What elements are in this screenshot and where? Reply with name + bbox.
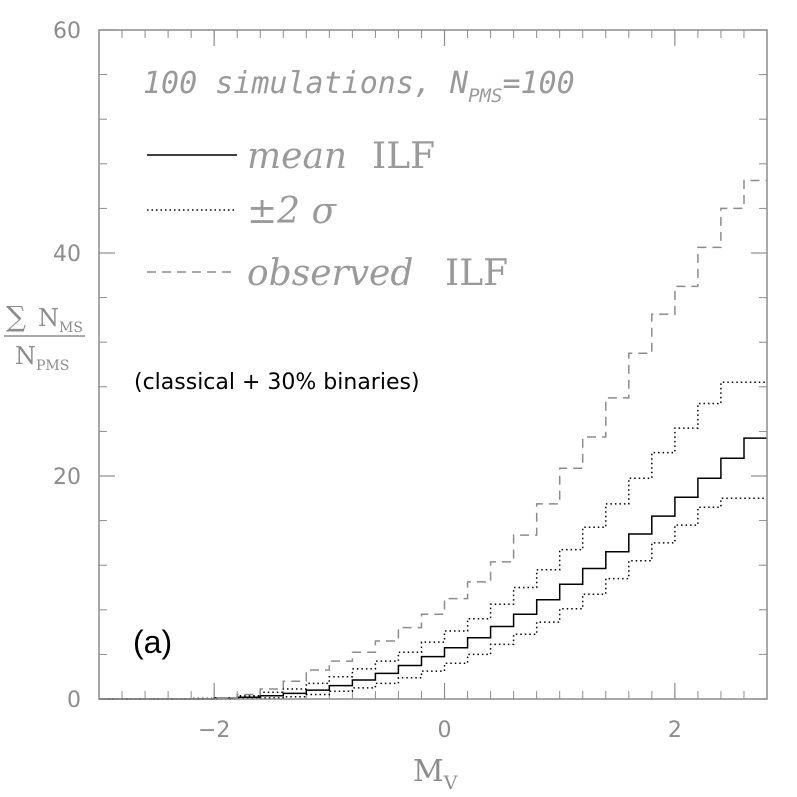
series-2-sigma <box>99 497 767 700</box>
y-label-sum: ∑ <box>6 300 26 333</box>
title-subscript: PMS <box>468 85 502 107</box>
x-tick-label: 0 <box>438 718 452 743</box>
title-n: N <box>449 66 469 101</box>
x-label-main: M <box>413 754 444 789</box>
y-label-num-sub: MS <box>59 320 83 336</box>
legend-label-observed: observed <box>247 253 413 294</box>
axis-ticks <box>98 29 768 700</box>
y-label-denominator: NPMS <box>15 342 69 374</box>
y-axis-label: ∑ NMS NPMS <box>4 300 85 374</box>
x-axis-label: MV <box>413 754 458 794</box>
panel-label: (a) <box>133 624 172 660</box>
title-prefix: 100 simulations, <box>143 66 450 101</box>
legend-label-sigma: ±2 σ <box>247 191 338 232</box>
y-tick-label: 40 <box>53 242 81 267</box>
series-layer <box>99 179 767 700</box>
y-label-den-n: N <box>15 342 36 370</box>
y-tick-label: 60 <box>53 19 81 44</box>
x-tick-label: −2 <box>198 718 230 743</box>
x-label-sub: V <box>443 772 458 794</box>
legend: mean ILF ±2 σ observed ILF <box>147 136 508 294</box>
chart-title: 100 simulations, NPMS=100 <box>143 66 575 107</box>
x-tick-label: 2 <box>668 718 682 743</box>
series-observed-ilf <box>99 179 767 700</box>
y-tick-label: 20 <box>53 465 81 490</box>
plot-frame <box>98 29 768 700</box>
series-mean-ilf <box>99 437 767 700</box>
y-label-numerator: NMS <box>38 304 83 336</box>
legend-suffix-observed: ILF <box>445 253 508 294</box>
y-label-num-n: N <box>38 304 59 332</box>
y-label-den-sub: PMS <box>36 358 69 374</box>
legend-label-mean: mean <box>247 136 347 177</box>
annotation: (classical + 30% binaries) <box>134 370 420 395</box>
y-tick-label: 0 <box>67 688 81 713</box>
legend-suffix-mean: ILF <box>372 136 435 177</box>
title-suffix: =100 <box>502 66 574 101</box>
